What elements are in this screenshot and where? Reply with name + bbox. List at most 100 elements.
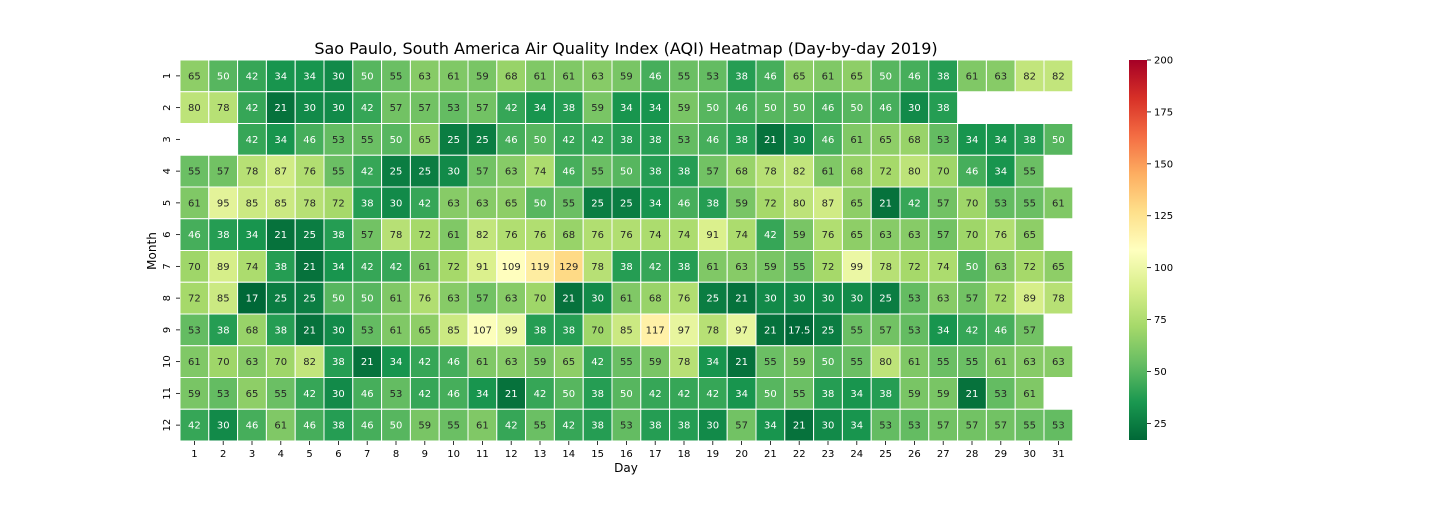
cell-value-label: 55 — [562, 198, 575, 209]
cell-value-label: 78 — [591, 262, 604, 273]
cell-value-label: 82 — [303, 357, 316, 368]
heatmap-cell — [496, 313, 527, 347]
heatmap-cell — [697, 59, 728, 93]
cell-value-label: 30 — [764, 294, 777, 305]
cell-value-label: 82 — [793, 167, 806, 178]
cell-value-label: 42 — [188, 421, 201, 432]
x-tick-label: 21 — [764, 449, 777, 460]
cell-value-label: 61 — [822, 71, 835, 82]
heatmap-cell — [525, 408, 555, 442]
y-tick-label: 4 — [162, 168, 173, 174]
cell-value-label: 55 — [332, 167, 345, 178]
heatmap-cell — [438, 59, 469, 93]
cell-value-label: 57 — [937, 230, 950, 241]
cell-value-label: 50 — [390, 135, 403, 146]
cell-value-label: 63 — [1023, 357, 1036, 368]
heatmap-cell — [294, 345, 325, 378]
cell-value-label: 70 — [966, 198, 979, 209]
y-tick-label: 3 — [162, 136, 173, 142]
cell-value-label: 65 — [850, 71, 863, 82]
x-tick-label: 1 — [191, 449, 197, 460]
x-tick-label: 20 — [735, 449, 748, 460]
heatmap-cell — [553, 345, 584, 378]
cell-value-label: 21 — [361, 357, 374, 368]
cell-value-label: 72 — [994, 294, 1007, 305]
cell-value-label: 30 — [332, 103, 345, 114]
cell-value-label: 17 — [246, 294, 259, 305]
cell-value-label: 50 — [534, 198, 547, 209]
heatmap-cell — [813, 408, 843, 442]
x-tick-label: 14 — [562, 449, 575, 460]
heatmap-cell — [899, 313, 930, 347]
cell-value-label: 85 — [447, 325, 460, 336]
cell-value-label: 34 — [649, 198, 662, 209]
cell-value-label: 50 — [361, 294, 374, 305]
cell-value-label: 63 — [447, 294, 460, 305]
heatmap-cell — [496, 281, 527, 315]
cell-value-label: 46 — [361, 421, 374, 432]
cell-value-label: 21 — [764, 135, 777, 146]
x-tick-label: 30 — [1023, 449, 1036, 460]
cell-value-label: 50 — [390, 421, 403, 432]
heatmap-cell — [957, 218, 987, 251]
cell-value-label: 68 — [562, 230, 575, 241]
cell-value-label: 72 — [418, 230, 431, 241]
heatmap-cell — [755, 250, 786, 283]
cell-value-label: 21 — [562, 294, 575, 305]
cell-value-label: 30 — [706, 421, 719, 432]
cell-value-label: 76 — [418, 294, 431, 305]
heatmap-cell — [1014, 345, 1045, 378]
cell-value-label: 63 — [994, 262, 1007, 273]
cell-value-label: 63 — [418, 71, 431, 82]
cell-value-label: 53 — [390, 389, 403, 400]
heatmap-cell — [985, 154, 1016, 188]
heatmap-cell — [352, 377, 383, 410]
cell-value-label: 53 — [994, 198, 1007, 209]
cell-value-label: 78 — [678, 357, 691, 368]
cell-value-label: 38 — [217, 325, 230, 336]
cell-value-label: 61 — [476, 357, 489, 368]
cell-value-label: 72 — [188, 294, 201, 305]
heatmap-cell — [208, 345, 239, 378]
cell-value-label: 74 — [937, 262, 950, 273]
cell-value-label: 21 — [303, 262, 316, 273]
cell-value-label: 46 — [361, 389, 374, 400]
cell-value-label: 30 — [822, 294, 835, 305]
heatmap-cell — [870, 154, 901, 188]
cell-value-label: 61 — [1023, 389, 1036, 400]
cell-value-label: 30 — [591, 294, 604, 305]
cell-value-label: 42 — [706, 389, 719, 400]
cell-value-label: 38 — [937, 103, 950, 114]
cell-value-label: 95 — [217, 198, 230, 209]
cell-value-label: 38 — [649, 421, 662, 432]
cell-value-label: 42 — [361, 167, 374, 178]
heatmap-cell — [179, 377, 210, 410]
cell-value-label: 50 — [217, 71, 230, 82]
cell-value-label: 53 — [332, 135, 345, 146]
cell-value-label: 61 — [706, 262, 719, 273]
cell-value-label: 42 — [303, 389, 316, 400]
cell-value-label: 68 — [908, 135, 921, 146]
cell-value-label: 25 — [822, 325, 835, 336]
heatmap-cell — [467, 186, 498, 220]
heatmap-cell — [870, 313, 901, 347]
x-tick-label: 25 — [879, 449, 892, 460]
heatmap-cell — [813, 59, 843, 93]
colorbar — [1129, 60, 1147, 440]
x-tick-label: 2 — [220, 449, 226, 460]
colorbar-tick-label: 125 — [1154, 211, 1173, 222]
heatmap-cell — [985, 59, 1016, 93]
heatmap-cell — [784, 59, 815, 93]
heatmap-cell — [438, 154, 469, 188]
cell-value-label: 59 — [678, 103, 691, 114]
heatmap-cell — [409, 281, 440, 315]
heatmap-cell — [409, 186, 440, 220]
x-tick-label: 13 — [534, 449, 547, 460]
cell-value-label: 61 — [447, 71, 460, 82]
cell-value-label: 85 — [620, 325, 633, 336]
cell-value-label: 82 — [476, 230, 489, 241]
heatmap-cell — [438, 313, 469, 347]
cell-value-label: 76 — [534, 230, 547, 241]
heatmap-cell — [985, 345, 1016, 378]
